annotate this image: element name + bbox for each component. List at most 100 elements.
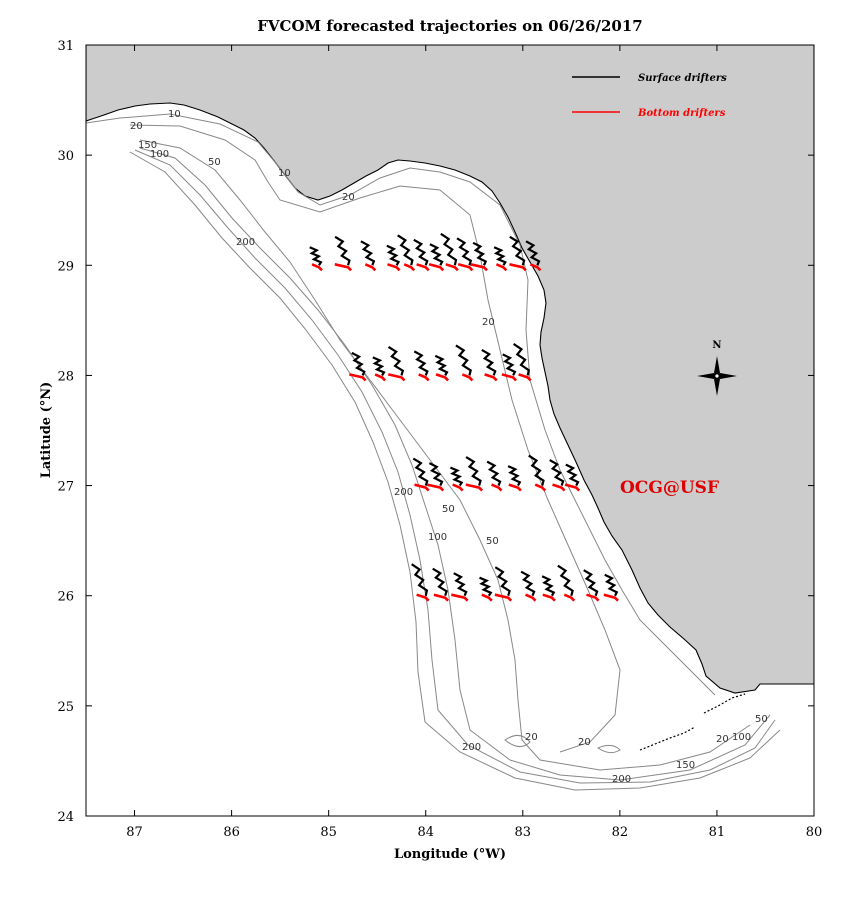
surface-drifter-track (494, 566, 511, 597)
contour-label: 200 (462, 742, 481, 753)
bottom-drifter-track (603, 593, 619, 602)
compass-north-label: N (712, 340, 721, 351)
florida-keys (639, 693, 746, 751)
contour-label: 50 (486, 536, 499, 547)
contour-200m (129, 151, 781, 791)
bottom-drifter-track (534, 483, 547, 492)
contour-label: 200 (394, 487, 413, 498)
y-tick-label: 24 (57, 810, 74, 825)
contour-label: 200 (612, 774, 631, 785)
axis-ticks: 87 86 85 84 83 82 81 80 24 25 26 27 28 29 30 31 (57, 39, 822, 840)
bottom-drifter-track (433, 593, 450, 602)
bottom-drifter-track (416, 593, 430, 602)
x-tick-label: 84 (417, 825, 434, 840)
legend-bottom-label: Bottom drifters (637, 108, 726, 119)
bottom-drifter-track (452, 483, 464, 492)
surface-drifter-track (309, 246, 323, 266)
surface-drifter-track (493, 246, 507, 266)
surface-drifter-track (541, 575, 556, 597)
contour-150m (134, 149, 776, 784)
bottom-drifter-track (524, 593, 537, 602)
bottom-drifter-track (470, 263, 488, 272)
y-tick-label: 25 (57, 700, 74, 715)
bottom-drifter-track (508, 483, 522, 492)
surface-drifter-track (509, 235, 526, 266)
y-tick-label: 30 (57, 149, 74, 164)
contour-label: 50 (442, 504, 455, 515)
surface-drifter-track (507, 465, 522, 487)
surface-drifter-track (512, 342, 531, 376)
bottom-drifter-track (465, 483, 484, 492)
ocg-watermark: OCG@USF (620, 478, 719, 498)
surface-drifter-track (486, 460, 502, 486)
bottom-drifter-track (529, 263, 542, 272)
surface-drifter-track (412, 457, 429, 486)
map-title: FVCOM forecasted trajectories on 06/26/2… (257, 17, 643, 35)
bottom-drifter-track (334, 263, 353, 272)
contour-label: 20 (130, 121, 143, 132)
bottom-drifter-track (481, 593, 493, 602)
surface-drifter-track (429, 243, 444, 266)
contour-label: 20 (578, 737, 591, 748)
contour-label: 20 (482, 317, 495, 328)
bottom-drifter-track (311, 263, 323, 272)
surface-drifter-track (411, 563, 429, 596)
surface-drifter-track (525, 240, 541, 266)
bottom-drifter-track (586, 593, 600, 602)
y-tick-label: 28 (57, 369, 74, 384)
x-tick-label: 81 (709, 825, 726, 840)
surface-drifter-track (455, 344, 472, 376)
y-tick-label: 27 (57, 480, 74, 495)
x-tick-label: 87 (126, 825, 143, 840)
legend: Surface drifters Bottom drifters (572, 73, 727, 119)
contour-label: 100 (732, 732, 751, 743)
bottom-drifter-track (494, 593, 513, 602)
contour-label: 10 (168, 109, 181, 120)
surface-drifter-track (520, 570, 536, 597)
bottom-drifter-track (552, 483, 566, 492)
plot-frame (85, 44, 815, 817)
surface-drifter-track (413, 238, 429, 266)
surface-drifter-track (434, 354, 449, 376)
drifter-trajectories (309, 232, 619, 602)
bottom-drifter-track (509, 263, 527, 272)
bottom-drifter-track (428, 263, 445, 272)
bottom-drifter-track (495, 263, 508, 272)
x-tick-label: 83 (515, 825, 532, 840)
contour-label: 150 (676, 760, 695, 771)
bottom-drifter-track (435, 373, 450, 382)
bottom-drifter-track (445, 263, 459, 272)
contour-10m (86, 113, 716, 696)
surface-drifter-track (479, 576, 493, 597)
y-tick-label: 26 (57, 590, 74, 605)
surface-drifter-track (528, 454, 545, 486)
x-tick-label: 82 (612, 825, 629, 840)
contour-label: 100 (428, 532, 447, 543)
surface-drifter-track (440, 232, 458, 266)
surface-drifter-track (351, 351, 366, 376)
surface-drifter-track (360, 240, 376, 266)
surface-drifter-track (397, 234, 414, 266)
x-tick-label: 80 (806, 825, 823, 840)
contour-label: 150 (138, 140, 157, 151)
bottom-drifter-track (451, 593, 469, 602)
surface-drifter-track (549, 459, 565, 486)
y-axis-label: Latitude (°N) (39, 382, 54, 479)
y-tick-label: 29 (57, 259, 74, 274)
bottom-drifter-track (426, 483, 445, 492)
surface-drifter-track (372, 356, 386, 377)
surface-drifter-track (472, 241, 488, 266)
contour-50m (139, 139, 751, 771)
surface-drifter-track (453, 572, 468, 597)
surface-drifter-track (413, 350, 429, 376)
legend-surface-label: Surface drifters (638, 73, 727, 84)
contour-label: 20 (525, 732, 538, 743)
bottom-drifter-track (403, 263, 416, 272)
bottom-drifter-track (518, 373, 532, 382)
contour-20m (129, 124, 621, 753)
contour-label: 10 (278, 168, 291, 179)
x-axis-label: Longitude (°W) (394, 847, 506, 862)
bottom-drifter-track (564, 483, 581, 492)
surface-drifter-track (583, 569, 599, 597)
